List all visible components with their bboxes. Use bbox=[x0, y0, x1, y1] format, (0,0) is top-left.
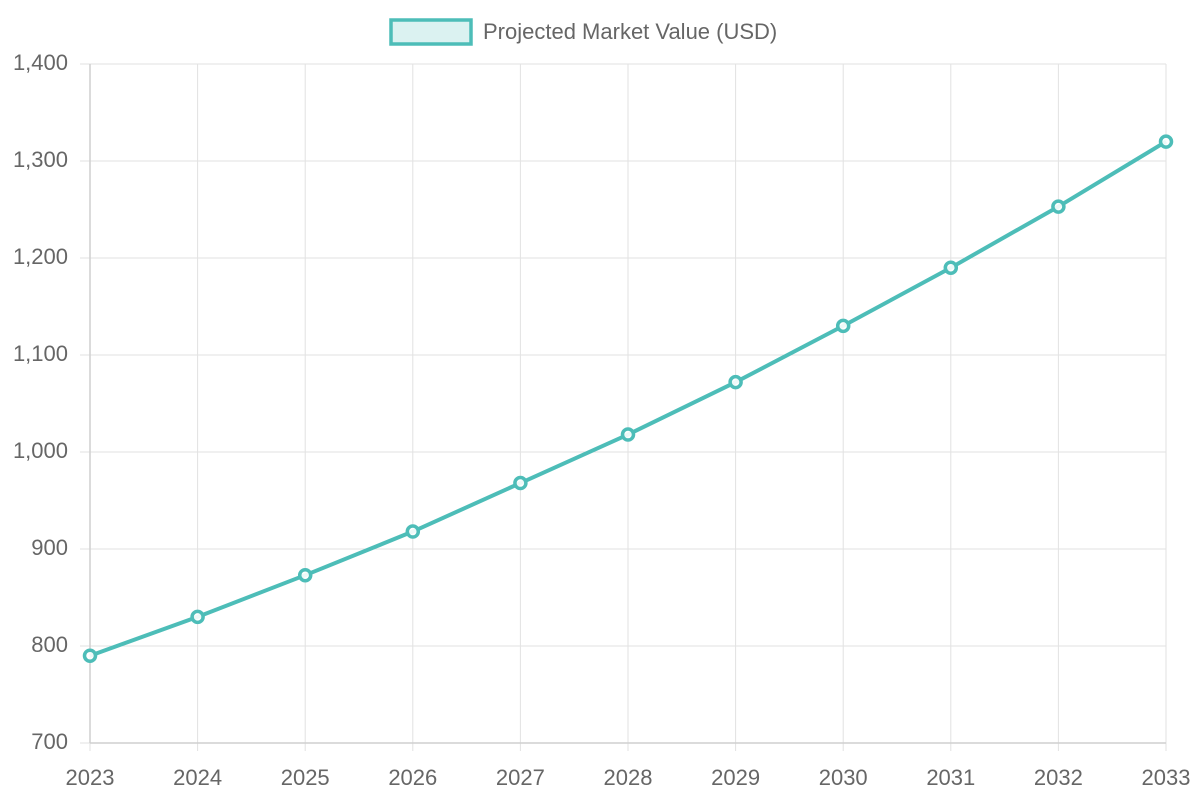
x-tick-label: 2026 bbox=[388, 765, 437, 790]
data-point bbox=[513, 475, 528, 491]
y-tick-label: 1,000 bbox=[13, 438, 68, 463]
y-tick-label: 1,100 bbox=[13, 341, 68, 366]
y-tick-label: 1,400 bbox=[13, 50, 68, 75]
legend-swatch bbox=[389, 18, 473, 46]
y-tick-label: 1,200 bbox=[13, 244, 68, 269]
data-point bbox=[1051, 199, 1066, 214]
x-tick-label: 2027 bbox=[496, 765, 545, 790]
x-tick-label: 2025 bbox=[281, 765, 330, 790]
data-point bbox=[728, 374, 743, 390]
data-point bbox=[620, 427, 636, 442]
x-tick-label: 2028 bbox=[604, 765, 653, 790]
data-point bbox=[943, 260, 959, 275]
y-tick-label: 800 bbox=[31, 632, 68, 657]
x-tick-label: 2029 bbox=[711, 765, 760, 790]
data-point bbox=[297, 567, 313, 583]
y-tick-label: 1,300 bbox=[13, 147, 68, 172]
x-tick-label: 2030 bbox=[819, 765, 868, 790]
y-tick-label: 700 bbox=[31, 729, 68, 754]
data-point bbox=[82, 648, 98, 663]
legend-label: Projected Market Value (USD) bbox=[483, 19, 777, 44]
x-tick-label: 2023 bbox=[66, 765, 115, 790]
data-point bbox=[405, 524, 421, 539]
y-tick-label: 900 bbox=[31, 535, 68, 560]
data-point bbox=[835, 318, 851, 334]
x-tick-label: 2031 bbox=[926, 765, 975, 790]
x-tick-label: 2024 bbox=[173, 765, 222, 790]
data-point bbox=[1158, 134, 1174, 149]
x-tick-label: 2033 bbox=[1142, 765, 1191, 790]
x-tick-label: 2032 bbox=[1034, 765, 1083, 790]
data-point bbox=[190, 609, 205, 625]
